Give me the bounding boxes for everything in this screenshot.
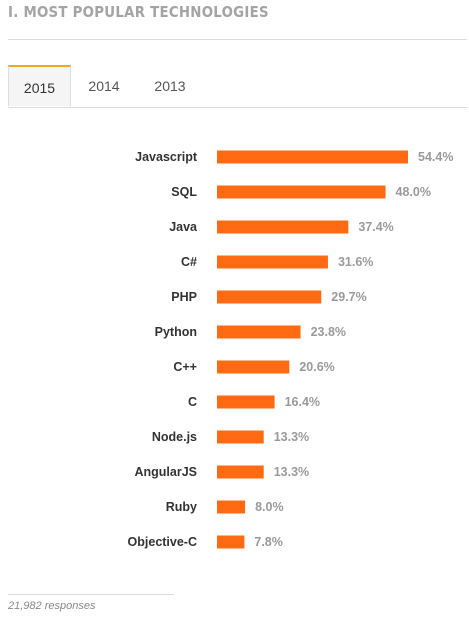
category-label: Ruby bbox=[166, 500, 197, 514]
value-label: 54.4% bbox=[418, 150, 453, 164]
bar bbox=[217, 255, 328, 269]
category-label: C# bbox=[181, 255, 197, 269]
value-label: 37.4% bbox=[358, 220, 393, 234]
year-tabs: 2015 2014 2013 bbox=[8, 65, 467, 107]
bar bbox=[217, 150, 408, 164]
category-label: Node.js bbox=[152, 430, 197, 444]
bar bbox=[217, 430, 264, 444]
category-label: Objective-C bbox=[128, 535, 197, 549]
value-label: 23.8% bbox=[311, 325, 346, 339]
bar bbox=[217, 465, 264, 479]
category-label: Java bbox=[169, 220, 198, 234]
value-label: 8.0% bbox=[255, 500, 284, 514]
value-label: 7.8% bbox=[254, 535, 283, 549]
value-label: 20.6% bbox=[299, 360, 334, 374]
category-label: Python bbox=[155, 325, 197, 339]
category-label: C++ bbox=[173, 360, 197, 374]
tab-2014[interactable]: 2014 bbox=[88, 78, 120, 94]
value-label: 48.0% bbox=[396, 185, 431, 199]
category-label: PHP bbox=[171, 290, 197, 304]
value-label: 13.3% bbox=[274, 465, 309, 479]
tab-2015[interactable]: 2015 bbox=[8, 65, 71, 106]
category-label: Javascript bbox=[135, 150, 198, 164]
category-label: AngularJS bbox=[134, 465, 197, 479]
title-divider bbox=[8, 39, 467, 40]
bar bbox=[217, 360, 290, 374]
bar-chart: Javascript 54.4% SQL 48.0% Java 37.4% C# 31.6% P… bbox=[128, 150, 454, 549]
value-label: 16.4% bbox=[285, 395, 320, 409]
footer-divider bbox=[8, 594, 174, 595]
value-label: 29.7% bbox=[331, 290, 366, 304]
bar bbox=[217, 325, 301, 339]
bar bbox=[217, 535, 245, 549]
category-label: SQL bbox=[171, 185, 197, 199]
category-label: C bbox=[188, 395, 197, 409]
chart-title: I. MOST POPULAR TECHNOLOGIES bbox=[8, 3, 269, 21]
bar bbox=[217, 395, 275, 409]
tab-2013[interactable]: 2013 bbox=[154, 78, 186, 94]
tab-divider bbox=[8, 107, 467, 108]
value-label: 13.3% bbox=[274, 430, 309, 444]
bar bbox=[217, 290, 322, 304]
responses-count: 21,982 responses bbox=[8, 600, 96, 612]
bar bbox=[217, 185, 386, 199]
bar bbox=[217, 220, 349, 234]
bar bbox=[217, 500, 246, 514]
value-label: 31.6% bbox=[338, 255, 373, 269]
